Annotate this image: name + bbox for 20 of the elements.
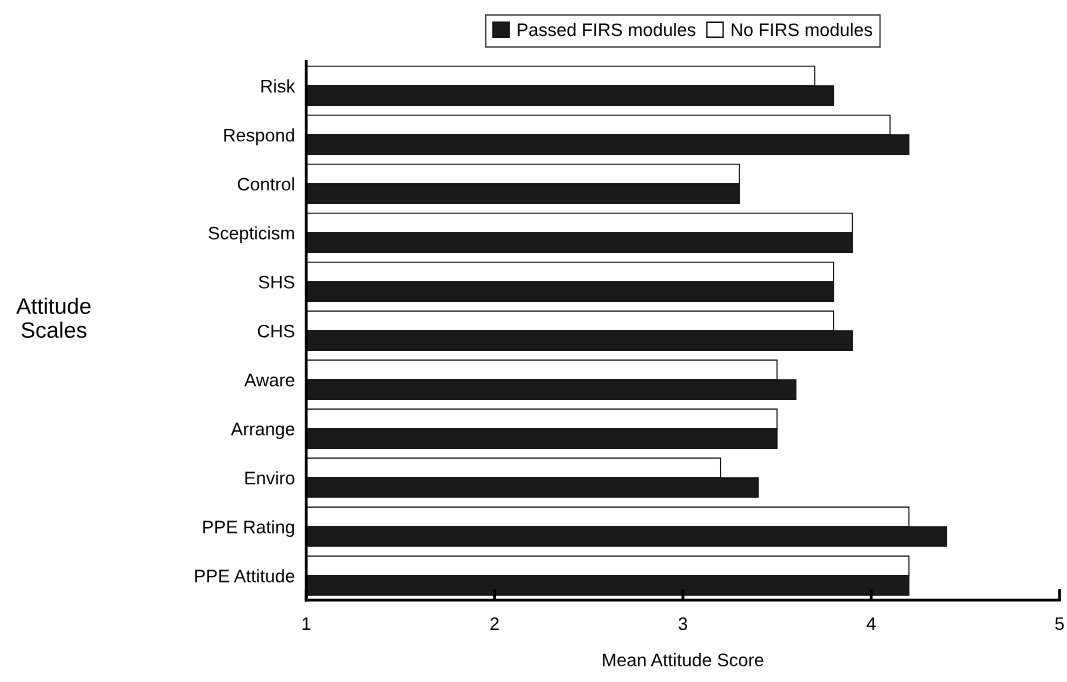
y-tick-label: Enviro — [245, 471, 295, 485]
y-tick-label: SHS — [258, 275, 295, 289]
x-tick-label: 3 — [678, 617, 688, 631]
x-tick-label: 4 — [866, 617, 876, 630]
y-tick-label: Control — [237, 177, 294, 191]
y-tick-label: Risk — [261, 79, 296, 93]
y-tick-label: Aware — [244, 373, 295, 387]
x-tick-label: 5 — [1055, 617, 1064, 631]
legend-label: Passed FIRS modules — [517, 22, 696, 37]
x-tick-label: 1 — [302, 617, 311, 630]
y-tick-label: PPE Attitude — [195, 569, 295, 583]
x-tick-label: 2 — [490, 617, 499, 630]
y-tick-label: PPE Rating — [203, 520, 294, 537]
y-tick-label: CHS — [257, 324, 295, 338]
x-axis-title: Mean Attitude Score — [603, 653, 764, 667]
y-tick-label: Scepticism — [208, 226, 294, 244]
y-tick-label: Respond — [224, 128, 294, 146]
legend-label: No FIRS modules — [731, 22, 873, 37]
y-tick-label: Arrange — [230, 422, 295, 440]
y-axis-title: Attitude Scales — [16, 297, 91, 338]
